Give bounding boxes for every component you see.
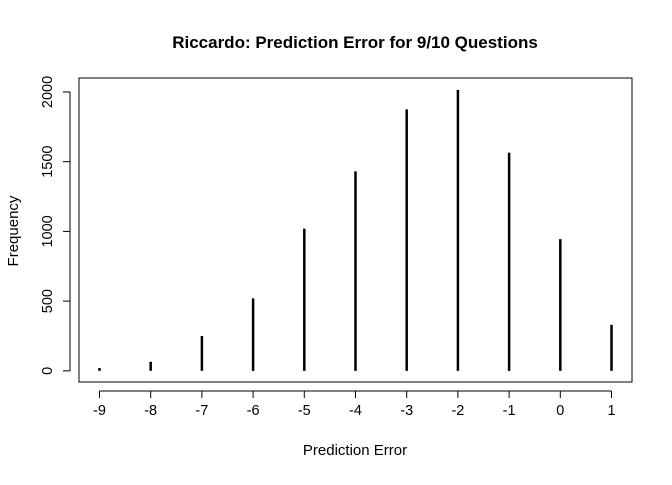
x-tick-label: -9: [93, 403, 106, 419]
x-tick-label: -7: [195, 403, 208, 419]
bars: [98, 89, 613, 371]
y-tick-label: 1500: [40, 146, 56, 178]
x-tick-label: -5: [298, 403, 311, 419]
x-tick-label: -1: [503, 403, 516, 419]
y-tick-label: 1000: [40, 215, 56, 247]
x-tick-label: -3: [400, 403, 413, 419]
x-axis-label: Prediction Error: [303, 442, 407, 459]
x-tick-label: 0: [556, 403, 564, 419]
plot-frame: [78, 77, 633, 383]
x-tick-label: -4: [349, 403, 362, 419]
y-tick-label: 2000: [40, 76, 56, 108]
x-tick-label: 1: [607, 403, 615, 419]
x-tick-label: -2: [451, 403, 464, 419]
x-tick-label: -8: [144, 403, 157, 419]
y-axis: 0 500 1000 1500 2000: [40, 76, 71, 375]
y-tick-label: 0: [40, 367, 56, 375]
x-axis: -9 -8 -7 -6 -5 -4 -3 -2 -1 0 1: [93, 390, 616, 419]
y-tick-label: 500: [40, 289, 56, 313]
x-tick-label: -6: [247, 403, 260, 419]
y-axis-label: Frequency: [5, 195, 22, 266]
chart-title: Riccardo: Prediction Error for 9/10 Ques…: [172, 33, 538, 52]
